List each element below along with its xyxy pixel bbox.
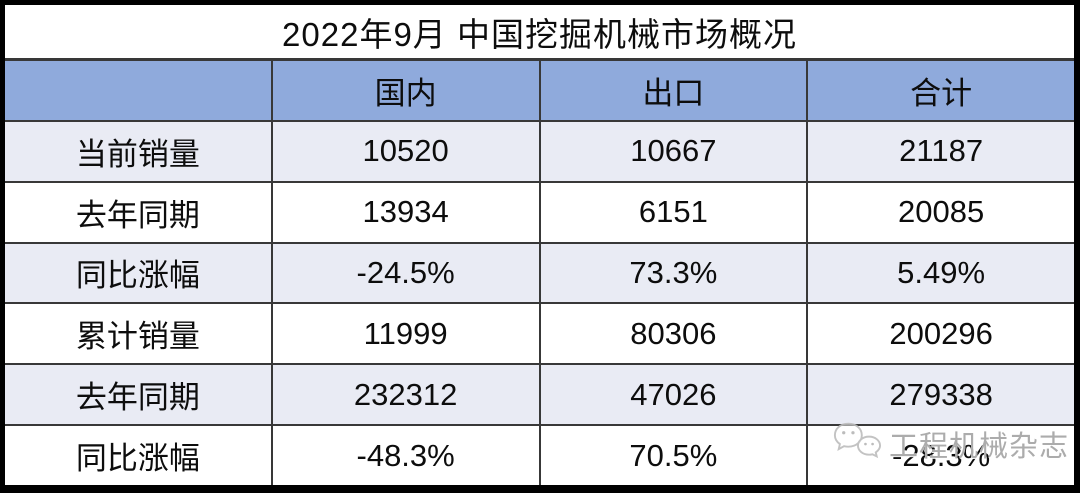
cell-cumulative-export: 80306 — [540, 304, 807, 364]
header-cell-domestic: 国内 — [272, 61, 539, 120]
header-cell-blank — [5, 61, 271, 120]
cell-cumulative-last-year-export: 47026 — [540, 365, 807, 425]
cell-yoy-export: 73.3% — [540, 243, 807, 303]
row-label-last-year-period: 去年同期 — [5, 182, 271, 242]
row-label-cumulative-sales: 累计销量 — [5, 304, 271, 364]
cell-yoy-domestic: -24.5% — [272, 243, 539, 303]
table-grid: 国内 出口 合计 当前销量 10520 10667 21187 去年同期 139… — [5, 61, 1074, 485]
cell-last-year-export: 6151 — [540, 182, 807, 242]
cell-current-sales-domestic: 10520 — [272, 121, 539, 181]
cell-cumulative-yoy-total: -28.3% — [808, 426, 1074, 485]
cell-cumulative-last-year-domestic: 232312 — [272, 365, 539, 425]
cell-last-year-total: 20085 — [808, 182, 1074, 242]
row-label-current-sales: 当前销量 — [5, 121, 271, 181]
cell-cumulative-domestic: 11999 — [272, 304, 539, 364]
row-label-cumulative-last-year: 去年同期 — [5, 365, 271, 425]
cell-yoy-total: 5.49% — [808, 243, 1074, 303]
cell-last-year-domestic: 13934 — [272, 182, 539, 242]
row-label-cumulative-yoy: 同比涨幅 — [5, 426, 271, 485]
page-title: 2022年9月 中国挖掘机械市场概况 — [5, 5, 1074, 61]
header-cell-total: 合计 — [808, 61, 1074, 120]
cell-current-sales-total: 21187 — [808, 121, 1074, 181]
header-cell-export: 出口 — [540, 61, 807, 120]
cell-cumulative-yoy-domestic: -48.3% — [272, 426, 539, 485]
row-label-yoy-change: 同比涨幅 — [5, 243, 271, 303]
cell-cumulative-yoy-export: 70.5% — [540, 426, 807, 485]
cell-current-sales-export: 10667 — [540, 121, 807, 181]
cell-cumulative-total: 200296 — [808, 304, 1074, 364]
cell-cumulative-last-year-total: 279338 — [808, 365, 1074, 425]
